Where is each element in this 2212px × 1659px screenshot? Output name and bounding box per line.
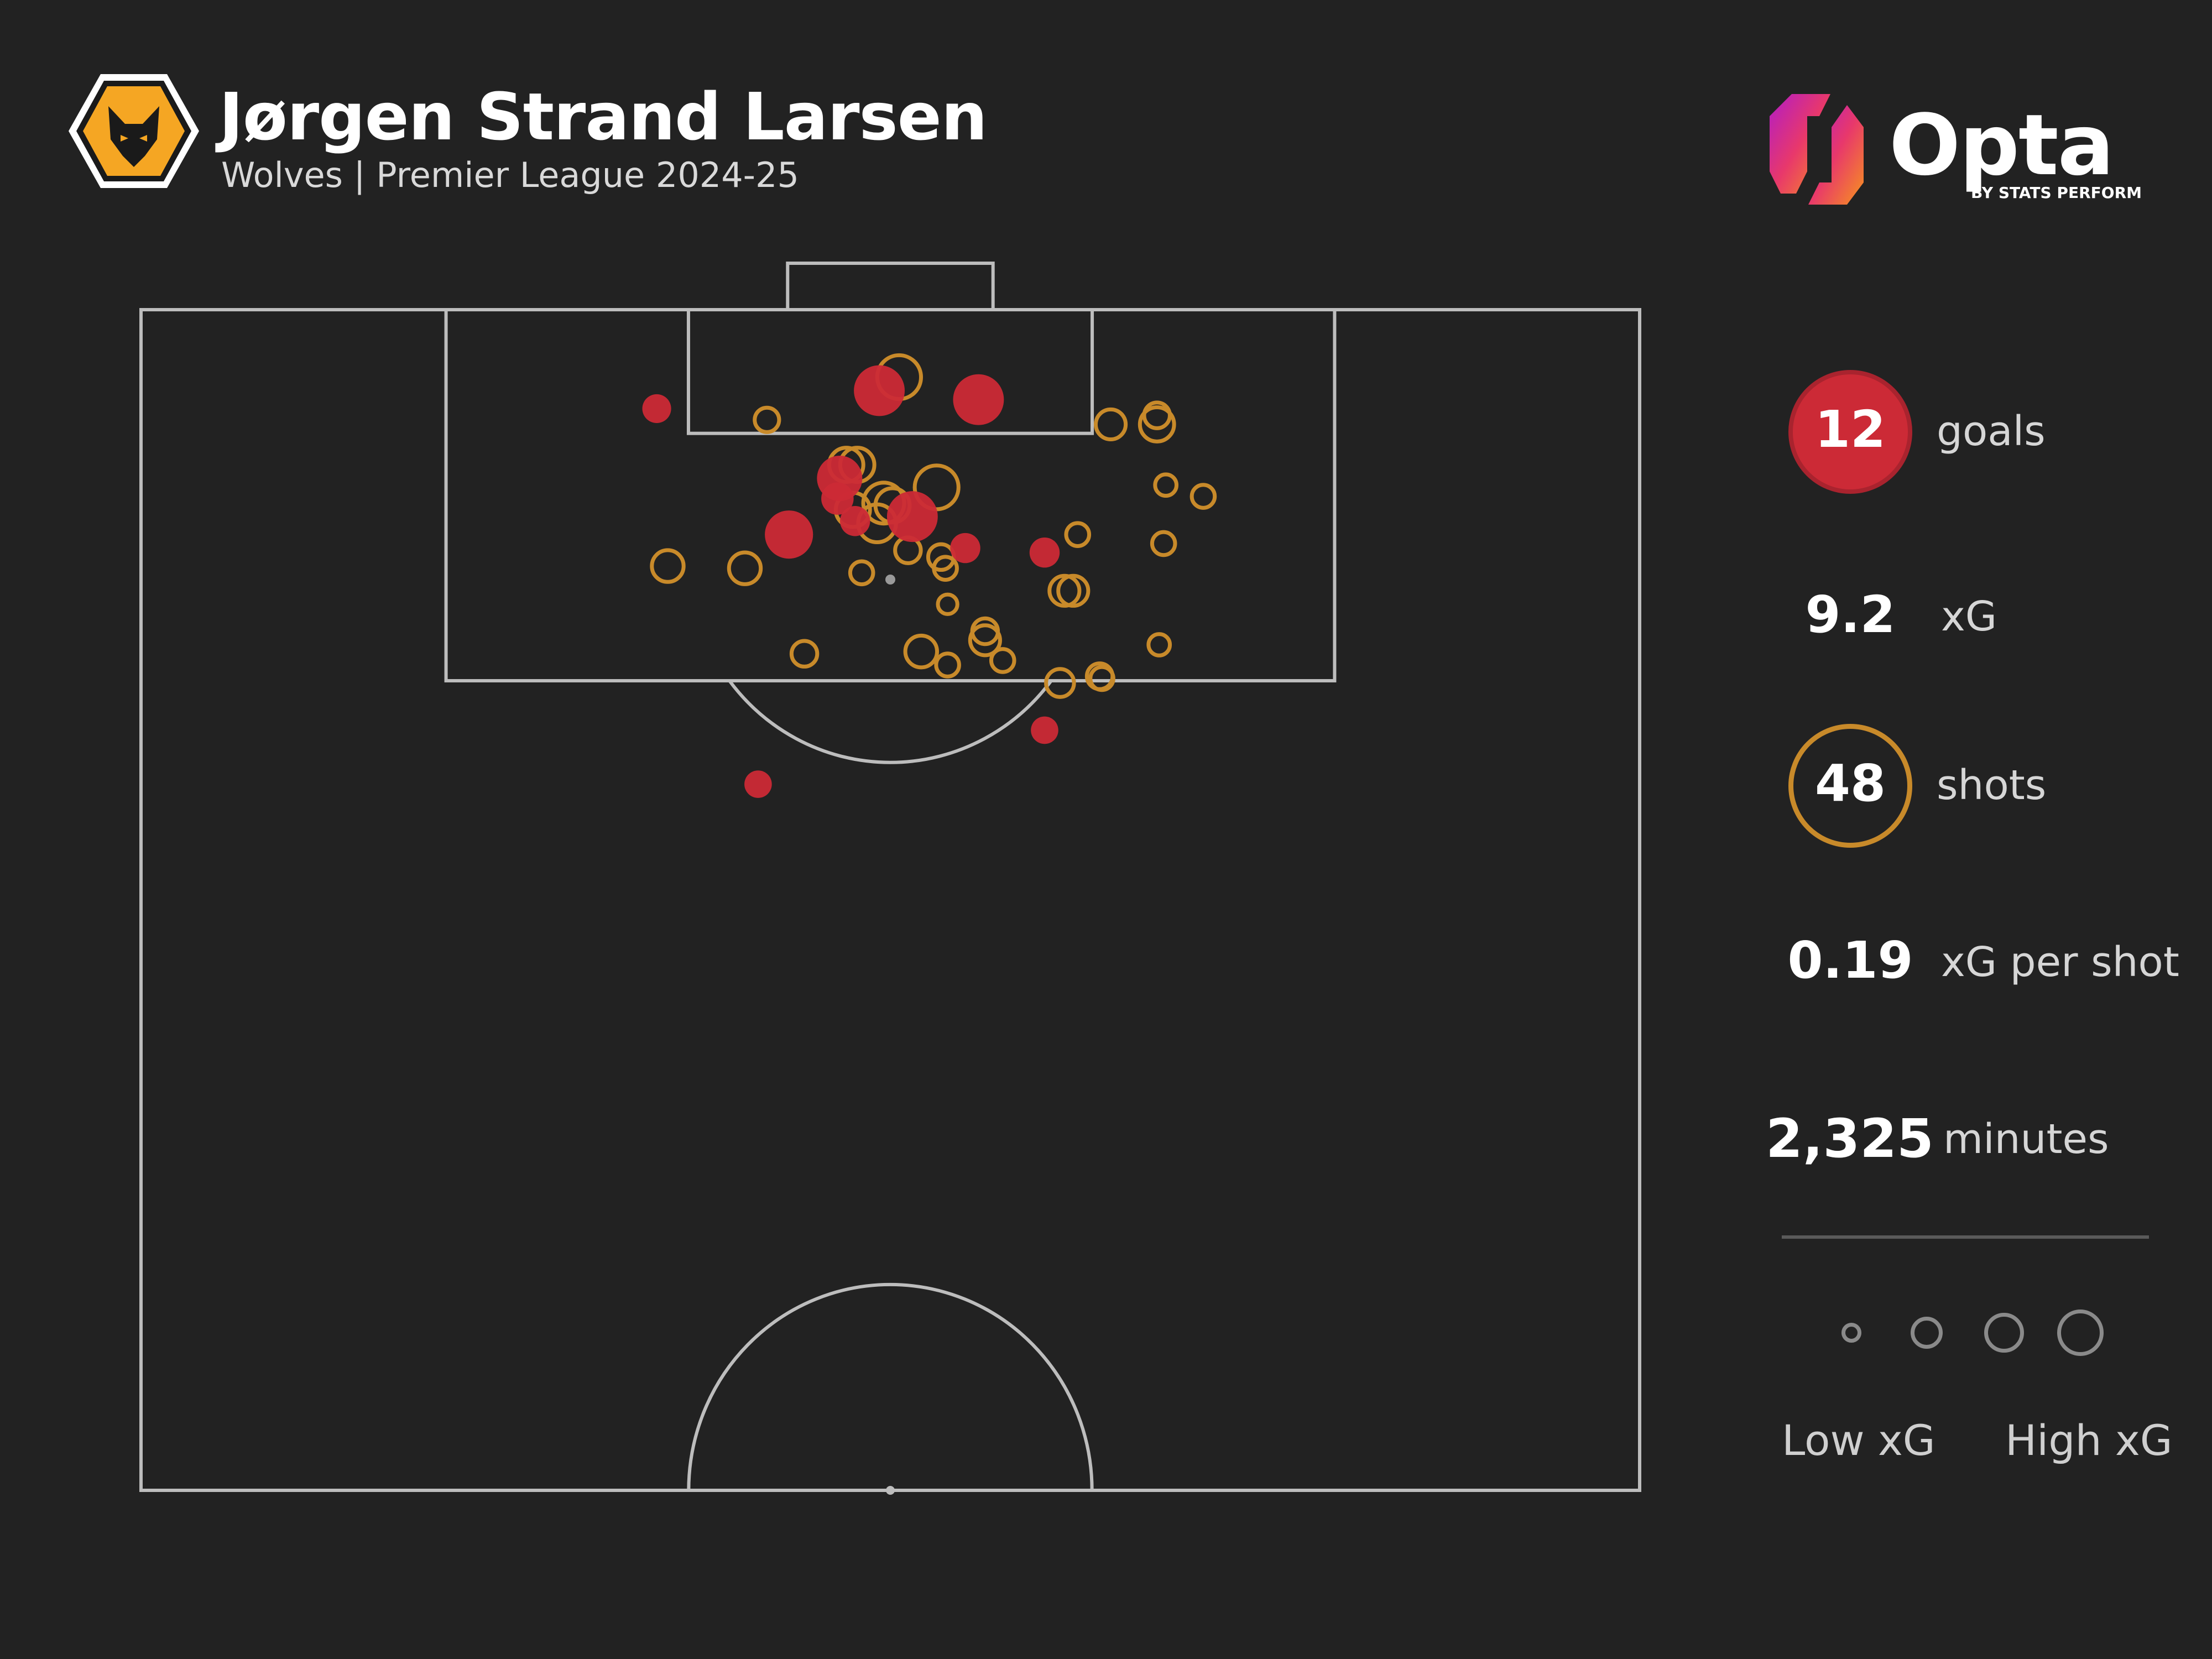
shot-marker xyxy=(650,548,686,584)
stat-row-xG-per-shot: 0.19 xG per shot xyxy=(1770,899,2190,1031)
stat-label: xG xyxy=(1941,593,1997,640)
stat-row-xG: 9.2 xG xyxy=(1770,553,2190,686)
shot-marker xyxy=(1056,573,1091,608)
centre-circle xyxy=(688,1285,1092,1490)
penalty-area xyxy=(444,308,1337,682)
shot-marker xyxy=(1093,407,1128,441)
stat-label: minutes xyxy=(1943,1115,2109,1163)
opta-wordmark: Opta xyxy=(1889,96,2114,194)
shot-marker xyxy=(1044,667,1076,699)
penalty-arc xyxy=(728,680,1053,764)
shot-marker xyxy=(989,647,1016,674)
shot-marker xyxy=(1153,472,1179,498)
goal-marker xyxy=(744,770,772,798)
shot-badge xyxy=(1788,724,1912,848)
legend-size-marker xyxy=(1911,1317,1943,1349)
shot-marker xyxy=(1190,483,1217,510)
goal-marker xyxy=(950,533,980,564)
shot-marker xyxy=(1088,665,1115,692)
shot-marker xyxy=(1047,573,1082,608)
legend-high-label: High xG xyxy=(2005,1416,2173,1465)
shot-marker xyxy=(727,550,763,586)
shot-marker xyxy=(1146,632,1172,658)
stats-divider xyxy=(1782,1235,2149,1239)
stat-row-minutes: 2,325 minutes xyxy=(1766,1076,2190,1208)
legend-size-marker xyxy=(2057,1310,2104,1356)
shot-marker xyxy=(936,592,959,616)
stat-value: 48 xyxy=(1814,754,1886,813)
shot-marker xyxy=(932,555,959,582)
goal-marker xyxy=(642,394,671,424)
goal-badge xyxy=(1788,370,1912,494)
goal-marker xyxy=(854,365,905,416)
shot-marker xyxy=(1150,530,1177,557)
shot-marker xyxy=(934,651,961,679)
shot-marker xyxy=(968,623,1002,658)
stat-row-goals: 12 goals xyxy=(1770,368,2190,500)
goal-marker xyxy=(886,491,938,542)
stat-value: 2,325 xyxy=(1766,1108,1934,1170)
goal-marker xyxy=(1031,716,1058,744)
goal-frame xyxy=(786,262,995,311)
goal-marker xyxy=(821,482,854,515)
stat-value: 9.2 xyxy=(1805,585,1896,644)
other-shot-marker xyxy=(885,575,895,585)
opta-mark-icon xyxy=(1770,94,1864,205)
centre-spot xyxy=(886,1486,895,1495)
goal-marker xyxy=(840,506,870,536)
stat-value: 12 xyxy=(1814,400,1886,459)
shot-marker xyxy=(789,639,820,669)
stat-row-shots: 48 shots xyxy=(1770,722,2190,854)
legend-size-marker xyxy=(1984,1313,2024,1353)
stat-label: xG per shot xyxy=(1941,938,2179,986)
subtitle: Wolves | Premier League 2024-25 xyxy=(221,155,799,195)
shot-marker xyxy=(1064,521,1092,548)
shot-marker xyxy=(848,559,875,587)
stat-value: 0.19 xyxy=(1787,931,1913,990)
opta-logo: Opta BY STATS PERFORM xyxy=(1764,83,2142,216)
legend-low-label: Low xG xyxy=(1782,1416,1936,1465)
goal-marker xyxy=(765,510,813,559)
goal-marker xyxy=(953,374,1004,425)
shot-marker xyxy=(753,405,781,434)
stat-label: shots xyxy=(1937,761,2047,809)
shot-marker xyxy=(1138,405,1176,444)
opta-byline: BY STATS PERFORM xyxy=(1971,184,2142,202)
goal-marker xyxy=(1029,537,1060,568)
player-name: Jørgen Strand Larsen xyxy=(219,79,988,155)
shot-marker xyxy=(970,616,1000,646)
legend-size-marker xyxy=(1841,1323,1861,1343)
wolves-crest-icon xyxy=(69,74,199,188)
stat-label: goals xyxy=(1937,408,2046,455)
header: Jørgen Strand Larsen Wolves | Premier Le… xyxy=(67,73,1063,195)
shot-marker xyxy=(903,633,940,670)
